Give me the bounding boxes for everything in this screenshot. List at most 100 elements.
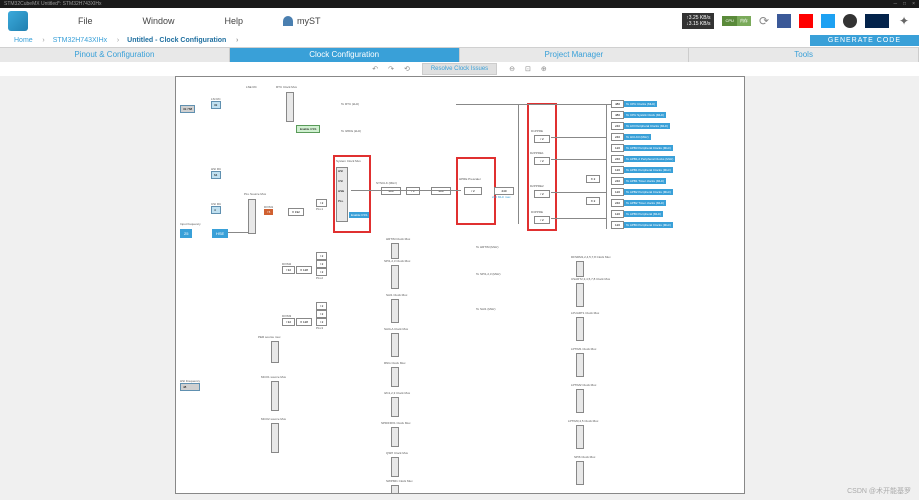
n3-val[interactable]: X 128	[296, 318, 312, 326]
pll3r[interactable]: / 2	[316, 318, 327, 326]
x2-1: X 2	[586, 175, 600, 183]
hse-block: HSE	[212, 229, 228, 238]
hpre-label: HPRE Prescaler	[459, 177, 481, 181]
user-label[interactable]: myST	[297, 16, 321, 26]
i2c123-mux[interactable]	[391, 397, 399, 417]
mco2-mux[interactable]	[271, 423, 279, 453]
apb3: To APB3 Peripheral Clocks (MHz)	[624, 145, 673, 151]
lse-label: LSE RC	[246, 85, 257, 89]
usart2-mux[interactable]	[576, 283, 584, 307]
dsdm-mux[interactable]	[576, 261, 584, 277]
hsi-val: 64	[211, 171, 221, 179]
menu-file[interactable]: File	[78, 16, 93, 26]
close-icon[interactable]: ×	[912, 1, 915, 7]
swpmi-mux[interactable]	[391, 485, 399, 494]
pll3q[interactable]: / 2	[316, 310, 327, 318]
pll2p[interactable]: / 2	[316, 252, 327, 260]
pll2r[interactable]: / 2	[316, 268, 327, 276]
csi-label: CSI RC	[211, 202, 221, 206]
pll-src-label: PLL Source Mux	[244, 192, 266, 196]
d1cpre[interactable]: / 1	[406, 187, 420, 195]
spi123-mux[interactable]	[391, 265, 399, 289]
zoom-fit-icon[interactable]: ⊡	[525, 65, 531, 73]
input-freq-val[interactable]: 25	[180, 229, 192, 238]
hsi-label: HSI RC	[211, 167, 221, 171]
apb1: To APB1,2 Peripheral Clocks (MHz)	[624, 156, 675, 162]
zoom-in-icon[interactable]: ⊕	[541, 65, 547, 73]
axi: To AXI Peripheral Clocks (MHz)	[624, 123, 670, 129]
bc-current: Untitled - Clock Configuration	[117, 37, 236, 44]
pll-src-mux[interactable]	[248, 199, 256, 234]
spi6-mux[interactable]	[576, 461, 584, 485]
github-icon[interactable]	[843, 14, 857, 28]
lptim2-mux[interactable]	[576, 389, 584, 413]
n1-val[interactable]: X 192	[288, 208, 304, 216]
twitter-icon[interactable]	[821, 14, 835, 28]
facebook-icon[interactable]	[777, 14, 791, 28]
enable-css2[interactable]: Enable:CSS	[349, 212, 369, 218]
rng-mux[interactable]	[391, 367, 399, 387]
systick: To CPU Systick Clock (MHz)	[624, 112, 666, 118]
menu-window[interactable]: Window	[143, 16, 175, 26]
tab-tools[interactable]: Tools	[689, 48, 919, 62]
apb2-per: To APB2 Peripheral Clocks (MHz)	[624, 189, 673, 195]
user-icon	[283, 16, 293, 26]
pll2q[interactable]: / 2	[316, 260, 327, 268]
to-iwdg: To IWDG (kHz)	[341, 129, 361, 133]
per-mux[interactable]	[271, 341, 279, 363]
reset-icon[interactable]: ⟲	[404, 65, 410, 73]
pll1p[interactable]: / 2	[316, 199, 327, 207]
d2ppre1[interactable]: / 2	[534, 157, 550, 165]
sai1-mux[interactable]	[391, 299, 399, 323]
sysmux-label: System Clock Mux	[336, 159, 361, 163]
generate-code-button[interactable]: GENERATE CODE	[810, 35, 919, 46]
bc-chip[interactable]: STM32H743XIHx	[43, 37, 117, 44]
hclk3: To HCLK3 (MHz)	[624, 134, 651, 140]
apb1-per: To APB1 Peripheral Clocks (MHz)	[624, 167, 673, 173]
cpu-badge: CPU内存	[722, 16, 750, 26]
tab-project[interactable]: Project Manager	[460, 48, 690, 62]
lpuart-mux[interactable]	[576, 317, 584, 341]
lse-osc: 32.768	[180, 105, 195, 113]
divm1-val[interactable]: / 5	[264, 209, 273, 215]
input-freq-label: Input frequency	[180, 222, 201, 226]
minimize-icon[interactable]: ─	[894, 1, 898, 7]
zoom-out-icon[interactable]: ⊖	[509, 65, 515, 73]
to-rtc: To RTC (kHz)	[341, 102, 359, 106]
clock-canvas[interactable]: LSI RC 32 32.768 LSE RC HSI RC 64 CSI RC…	[175, 76, 745, 494]
sai4a-mux[interactable]	[391, 333, 399, 357]
lptim345-mux[interactable]	[576, 425, 584, 449]
spdifrx-mux[interactable]	[391, 427, 399, 447]
hpre-div[interactable]: / 2	[464, 187, 482, 195]
n2-val[interactable]: X 128	[296, 266, 312, 274]
star-icon[interactable]: ✦	[897, 14, 911, 28]
d1ppre[interactable]: / 2	[534, 135, 550, 143]
bc-home[interactable]: Home	[4, 37, 43, 44]
tab-clock[interactable]: Clock Configuration	[230, 48, 460, 62]
csi-val: 4	[211, 206, 221, 214]
tab-pinout[interactable]: Pinout & Configuration	[0, 48, 230, 62]
net-badge: ↑3.25 KB/s↓3.15 KB/s	[682, 13, 714, 29]
undo-icon[interactable]: ↶	[372, 65, 378, 73]
rtc-mux[interactable]	[286, 92, 294, 122]
hrtim-mux[interactable]	[391, 243, 399, 259]
watermark: CSDN @术开能基罗	[847, 486, 911, 496]
sys-mux[interactable]	[336, 167, 348, 222]
redo-icon[interactable]: ↷	[388, 65, 394, 73]
lsi-val: 32	[211, 101, 221, 109]
youtube-icon[interactable]	[799, 14, 813, 28]
refresh-icon[interactable]: ⟳	[759, 14, 769, 28]
enable-css[interactable]: Enable CSS	[296, 125, 320, 133]
d2ppre2[interactable]: / 2	[534, 190, 550, 198]
maximize-icon[interactable]: □	[903, 1, 906, 7]
pll3p[interactable]: / 2	[316, 302, 327, 310]
menu-help[interactable]: Help	[225, 16, 244, 26]
lptim1-mux[interactable]	[576, 353, 584, 377]
mco1-mux[interactable]	[271, 381, 279, 411]
app-title: STM32CubeMX Untitled*: STM32H743XIHx	[4, 1, 102, 7]
qspi-mux[interactable]	[391, 457, 399, 477]
hpre-val: 240	[494, 187, 514, 195]
st-logo	[865, 14, 889, 28]
d3ppre[interactable]: / 2	[534, 216, 550, 224]
resolve-button[interactable]: Resolve Clock Issues	[422, 63, 497, 75]
